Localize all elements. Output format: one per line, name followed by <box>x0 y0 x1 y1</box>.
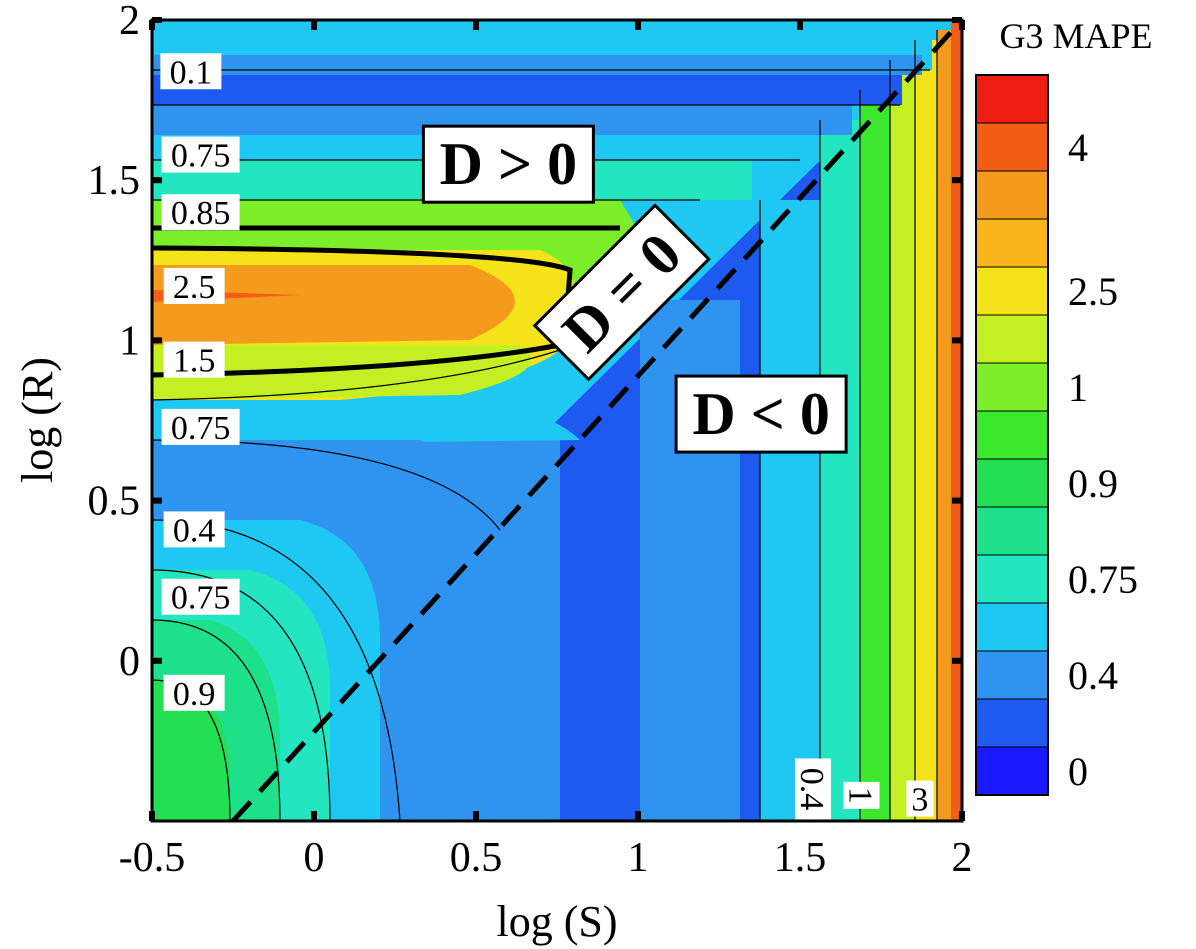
contour-label: 0.75 <box>161 136 240 175</box>
contour-label-bg <box>161 578 240 615</box>
region-label-text: D > 0 <box>440 131 578 197</box>
colorbar-swatch <box>975 602 1049 652</box>
contour-label-text: 0.9 <box>173 676 216 713</box>
contour-label-text: 0.75 <box>171 138 231 175</box>
contour-label-text: 0.4 <box>173 512 216 549</box>
colorbar-swatch <box>975 122 1049 172</box>
contour-label-bg <box>160 53 222 90</box>
contour-label-bg <box>794 758 831 820</box>
region-label-box <box>532 203 711 382</box>
contour-label-bg <box>906 780 934 817</box>
plot-frame <box>150 18 964 823</box>
contour-label: 0.9 <box>163 674 225 713</box>
colorbar-label: 4 <box>1068 125 1088 170</box>
colorbar-label: 0.9 <box>1068 461 1118 506</box>
x-axis-title: log (S) <box>497 897 618 946</box>
x-tick-label: 0 <box>304 835 325 881</box>
colorbar-label: 0 <box>1068 749 1088 794</box>
contour-label: 0.75 <box>161 408 240 447</box>
contour-label: 3 <box>906 780 934 819</box>
colorbar-swatch <box>975 650 1049 700</box>
contour-label: 1 <box>842 781 880 809</box>
contour-label: 1.5 <box>163 341 225 380</box>
colorbar-swatch <box>975 554 1049 604</box>
x-axis-ticks: -0.5 0 0.5 1 1.5 2 <box>119 20 973 881</box>
d-zero-boundary-line <box>231 20 962 821</box>
contour-label: 0.1 <box>160 53 222 91</box>
colorbar-swatch <box>975 74 1049 124</box>
colorbar-swatch <box>975 458 1049 508</box>
contour-label-bg <box>843 781 880 809</box>
y-tick-label: 1 <box>119 318 140 364</box>
colorbar-label: 1 <box>1068 365 1088 410</box>
colorbar-title: G3 MAPE <box>999 16 1152 56</box>
colorbar-label: 2.5 <box>1068 269 1118 314</box>
y-tick-label: 1.5 <box>88 158 141 204</box>
x-tick-label: -0.5 <box>119 835 186 881</box>
contour-label-text: 0.4 <box>793 768 830 811</box>
colorbar-swatch <box>975 266 1049 316</box>
contour-label-bg <box>161 408 240 445</box>
x-tick-label: 0.5 <box>450 835 503 881</box>
colorbar-swatch <box>975 314 1049 364</box>
contour-field <box>152 20 962 821</box>
contour-label-bg <box>163 341 225 378</box>
contour-label-bg <box>161 194 240 231</box>
y-tick-label: 0.5 <box>88 479 141 525</box>
colorbar-swatch <box>975 170 1049 220</box>
region-label-box <box>421 124 595 204</box>
colorbar-swatch <box>975 218 1049 268</box>
contour-label-bg <box>161 136 240 173</box>
contour-labels: 0.1 0.75 0.85 2.5 1.5 0.75 0.4 0.75 0.9 0.4 1 3 <box>160 53 934 820</box>
colorbar-swatch <box>975 362 1049 412</box>
contour-label-text: 0.75 <box>171 410 231 447</box>
contour-label-text: 0.75 <box>171 580 231 617</box>
region-label-box <box>674 374 848 454</box>
colorbar-swatch <box>975 506 1049 556</box>
colorbar: 0 0.4 0.75 0.9 1 2.5 4 <box>975 74 1138 796</box>
x-tick-label: 2 <box>952 835 973 881</box>
y-axis-ticks: 0 0.5 1 1.5 2 <box>88 0 962 685</box>
contour-label: 0.85 <box>161 194 240 232</box>
contour-label-bg <box>163 511 225 548</box>
x-tick-label: 1 <box>628 835 649 881</box>
colorbar-label: 0.4 <box>1068 653 1118 698</box>
contour-label-text: 2.5 <box>173 269 216 306</box>
contour-label-text: 1 <box>842 787 879 804</box>
region-label-text: D < 0 <box>692 381 830 447</box>
region-label: D > 0 <box>421 124 595 204</box>
colorbar-frame <box>975 74 1049 796</box>
contour-label-bg <box>163 267 225 304</box>
colorbar-label: 0.75 <box>1068 557 1138 602</box>
contour-label: 0.4 <box>163 511 225 549</box>
x-tick-label: 1.5 <box>774 835 827 881</box>
contour-label: 0.75 <box>161 578 240 617</box>
colorbar-swatch <box>975 410 1049 460</box>
y-axis-title: log (R) <box>13 357 62 483</box>
contour-label-text: 3 <box>911 782 928 819</box>
contour-label-text: 1.5 <box>173 343 216 380</box>
region-label: D < 0 <box>674 374 848 454</box>
y-tick-label: 0 <box>119 639 140 685</box>
colorbar-swatch <box>975 698 1049 748</box>
contour-label-text: 0.1 <box>170 54 213 91</box>
contour-label: 0.4 <box>793 758 831 820</box>
contour-label-bg <box>163 674 225 711</box>
contour-label: 2.5 <box>163 267 225 306</box>
colorbar-swatch <box>975 746 1049 796</box>
contour-label-text: 0.85 <box>171 195 231 232</box>
y-tick-label: 2 <box>119 0 140 44</box>
